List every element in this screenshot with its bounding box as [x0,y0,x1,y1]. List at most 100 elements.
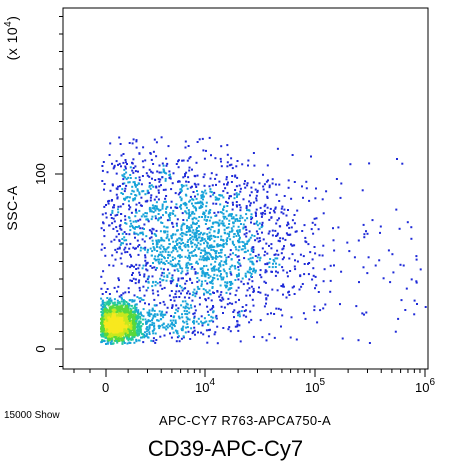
event-count-label: 15000 Show [4,410,60,421]
event-dot [113,309,116,312]
event-dot [291,244,294,247]
event-dot [134,306,137,309]
event-dot [258,227,261,230]
event-dot [223,306,226,309]
event-dot [222,278,225,281]
event-dot [111,328,113,331]
event-dot [112,316,115,319]
event-dot [134,313,137,316]
event-dot [130,222,133,225]
event-dot [184,305,187,308]
event-dot [138,286,141,289]
event-dot [255,197,258,200]
event-dot [108,298,111,301]
event-dot [106,171,109,174]
event-dot [172,246,175,249]
event-dot [301,185,303,188]
event-dot [155,242,158,245]
event-dot [116,197,119,200]
event-dot [211,258,214,260]
event-dot [151,285,154,288]
event-dot [207,314,210,316]
event-dot [119,257,122,260]
event-dot [131,185,134,188]
event-dot [109,341,112,344]
event-dot [413,299,416,302]
event-dot [153,138,156,141]
event-dot [118,315,121,318]
event-dot [171,221,174,224]
event-dot [282,293,284,296]
event-dot [103,188,105,191]
event-dot [104,320,107,323]
event-dot [154,215,157,218]
event-dot [135,208,137,211]
event-dot [210,244,213,247]
event-dot [152,163,155,165]
event-dot [136,334,139,337]
event-dot [170,315,173,317]
event-dot [153,198,156,201]
event-dot [286,224,288,227]
event-dot [362,223,365,226]
event-dot [201,190,204,193]
event-dot [122,175,125,178]
event-dot [206,282,209,285]
event-dot [207,297,210,300]
event-dot [251,256,254,259]
event-dot [145,280,147,283]
event-dot [283,208,286,211]
event-dot [103,247,106,249]
event-dot [246,182,249,185]
event-dot [194,195,196,198]
event-dot [149,196,152,199]
event-dot [122,316,124,319]
event-dot [219,203,222,206]
event-dot [247,209,250,212]
event-dot [209,190,212,193]
event-dot [163,200,166,203]
event-dot [179,256,181,259]
event-dot [238,324,241,327]
event-dot [128,204,130,207]
event-dot [213,211,216,214]
event-dot [278,217,280,220]
event-dot [322,307,325,310]
event-dot [195,234,198,237]
event-dot [340,270,343,273]
event-dot [237,255,240,258]
event-dot [227,288,230,291]
event-dot [191,294,194,297]
event-dot [329,279,332,282]
event-dot [239,236,241,239]
event-dot [154,255,157,258]
event-dot [207,276,210,279]
event-dot [113,313,116,316]
event-dot [128,142,131,144]
event-dot [181,212,184,215]
event-dot [216,243,219,246]
event-dot [207,274,210,276]
event-dot [123,336,126,339]
event-dot [169,263,172,266]
event-dot [132,300,135,303]
event-dot [122,321,125,324]
event-dot [230,163,233,166]
event-dot [228,164,231,167]
event-dot [116,299,119,302]
event-dot [189,338,192,340]
event-dot [106,332,109,335]
event-dot [197,225,200,227]
event-dot [415,255,418,258]
event-dot [413,313,416,316]
event-dot [244,274,247,277]
event-dot [171,256,174,259]
event-dot [252,262,255,265]
event-dot [143,336,146,339]
event-dot [165,311,168,314]
event-dot [248,268,251,271]
event-dot [156,282,159,285]
event-dot [179,233,182,236]
event-dot [231,208,234,211]
